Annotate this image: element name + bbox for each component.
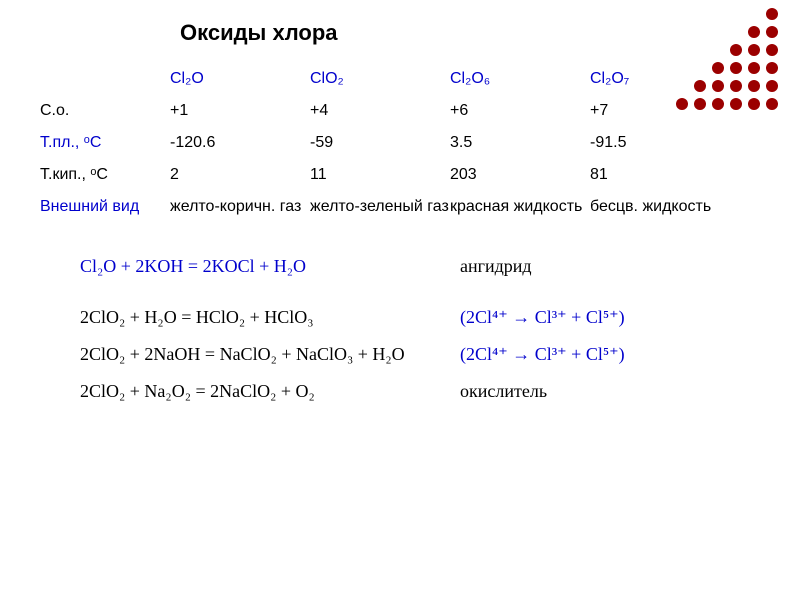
decor-dot: [712, 44, 724, 56]
reaction-equation: 2ClO₂ + 2NaOH = NaClO₂ + NaClO₃ + H₂O: [80, 344, 460, 365]
table-cell: желто-зеленый газ: [310, 198, 450, 216]
decor-dot: [712, 26, 724, 38]
decor-dot: [694, 8, 706, 20]
decor-dot: [748, 80, 760, 92]
table-cell: 81: [590, 166, 730, 184]
table-cell: -120.6: [170, 134, 310, 152]
decor-dot: [748, 44, 760, 56]
decor-dot: [730, 80, 742, 92]
table-cell: 11: [310, 166, 450, 184]
decor-dot: [766, 44, 778, 56]
table-cell: 203: [450, 166, 590, 184]
table-row-label: С.о.: [40, 102, 170, 120]
reaction-lhs: 2ClO₂: [80, 307, 125, 327]
decor-dot: [694, 62, 706, 74]
reaction-line: 2ClO₂ + 2NaOH = NaClO₂ + NaClO₃ + H₂O(2C…: [80, 344, 760, 365]
reaction-line: 2ClO₂ + Na₂O₂ = 2NaClO₂ + O₂окислитель: [80, 381, 760, 402]
page-title: Оксиды хлора: [180, 20, 760, 46]
decor-dot: [676, 80, 688, 92]
table-cell: желто-коричн. газ: [170, 198, 310, 216]
decor-dot: [748, 62, 760, 74]
table-cell: красная жидкость: [450, 198, 590, 216]
table-corner: [40, 70, 170, 88]
decor-dot: [676, 8, 688, 20]
decor-dot: [676, 44, 688, 56]
decor-dot: [676, 26, 688, 38]
reaction-rest: + 2KOH = 2KOCl + H₂O: [116, 256, 306, 276]
decor-dot: [676, 62, 688, 74]
table-row-label: Внешний вид: [40, 198, 170, 216]
reaction-rest: + Na₂O₂ = 2NaClO₂ + O₂: [125, 381, 315, 401]
decor-dot: [712, 8, 724, 20]
table-header: Cl₂O₆: [450, 70, 590, 88]
decor-dot: [676, 98, 688, 110]
reactions-block: Cl₂O + 2KOH = 2KOCl + H₂Oангидрид2ClO₂ +…: [80, 256, 760, 402]
decor-dot: [730, 26, 742, 38]
decor-dot: [694, 80, 706, 92]
corner-dot-grid: [676, 8, 780, 112]
reaction-note: окислитель: [460, 381, 760, 402]
reaction-lhs: 2ClO₂: [80, 381, 125, 401]
reaction-lhs: 2ClO₂: [80, 344, 125, 364]
decor-dot: [730, 44, 742, 56]
decor-dot: [694, 44, 706, 56]
reaction-equation: 2ClO₂ + Na₂O₂ = 2NaClO₂ + O₂: [80, 381, 460, 402]
reaction-note: ангидрид: [460, 256, 760, 277]
oxides-table: Cl₂OClO₂Cl₂O₆Cl₂O₇С.о.+1+4+6+7Т.пл., ᵒС-…: [40, 70, 760, 216]
table-cell: 3.5: [450, 134, 590, 152]
reaction-line: Cl₂O + 2KOH = 2KOCl + H₂Oангидрид: [80, 256, 760, 277]
reaction-line: 2ClO₂ + H₂O = HClO₂ + HClO₃(2Cl⁴⁺ → Cl³⁺…: [80, 307, 760, 328]
reaction-equation: 2ClO₂ + H₂O = HClO₂ + HClO₃: [80, 307, 460, 328]
decor-dot: [766, 62, 778, 74]
decor-dot: [766, 80, 778, 92]
table-header: Cl₂O: [170, 70, 310, 88]
table-cell: -59: [310, 134, 450, 152]
decor-dot: [748, 26, 760, 38]
decor-dot: [748, 98, 760, 110]
reaction-rest: + H₂O = HClO₂ + HClO₃: [125, 307, 313, 327]
table-row-label: Т.пл., ᵒС: [40, 134, 170, 152]
decor-dot: [712, 80, 724, 92]
reaction-note: (2Cl⁴⁺ → Cl³⁺ + Cl⁵⁺): [460, 344, 760, 365]
table-cell: бесцв. жидкость: [590, 198, 730, 216]
table-cell: +1: [170, 102, 310, 120]
table-cell: +6: [450, 102, 590, 120]
reaction-rest: + 2NaOH = NaClO₂ + NaClO₃ + H₂O: [125, 344, 404, 364]
decor-dot: [748, 8, 760, 20]
reaction-lhs: Cl₂O: [80, 256, 116, 276]
decor-dot: [766, 8, 778, 20]
table-cell: +4: [310, 102, 450, 120]
decor-dot: [694, 98, 706, 110]
decor-dot: [712, 62, 724, 74]
reaction-note: (2Cl⁴⁺ → Cl³⁺ + Cl⁵⁺): [460, 307, 760, 328]
decor-dot: [694, 26, 706, 38]
decor-dot: [766, 26, 778, 38]
reaction-equation: Cl₂O + 2KOH = 2KOCl + H₂O: [80, 256, 460, 277]
decor-dot: [766, 98, 778, 110]
table-cell: -91.5: [590, 134, 730, 152]
decor-dot: [730, 62, 742, 74]
table-cell: 2: [170, 166, 310, 184]
decor-dot: [712, 98, 724, 110]
table-row-label: Т.кип., ᵒС: [40, 166, 170, 184]
table-header: ClO₂: [310, 70, 450, 88]
decor-dot: [730, 8, 742, 20]
decor-dot: [730, 98, 742, 110]
